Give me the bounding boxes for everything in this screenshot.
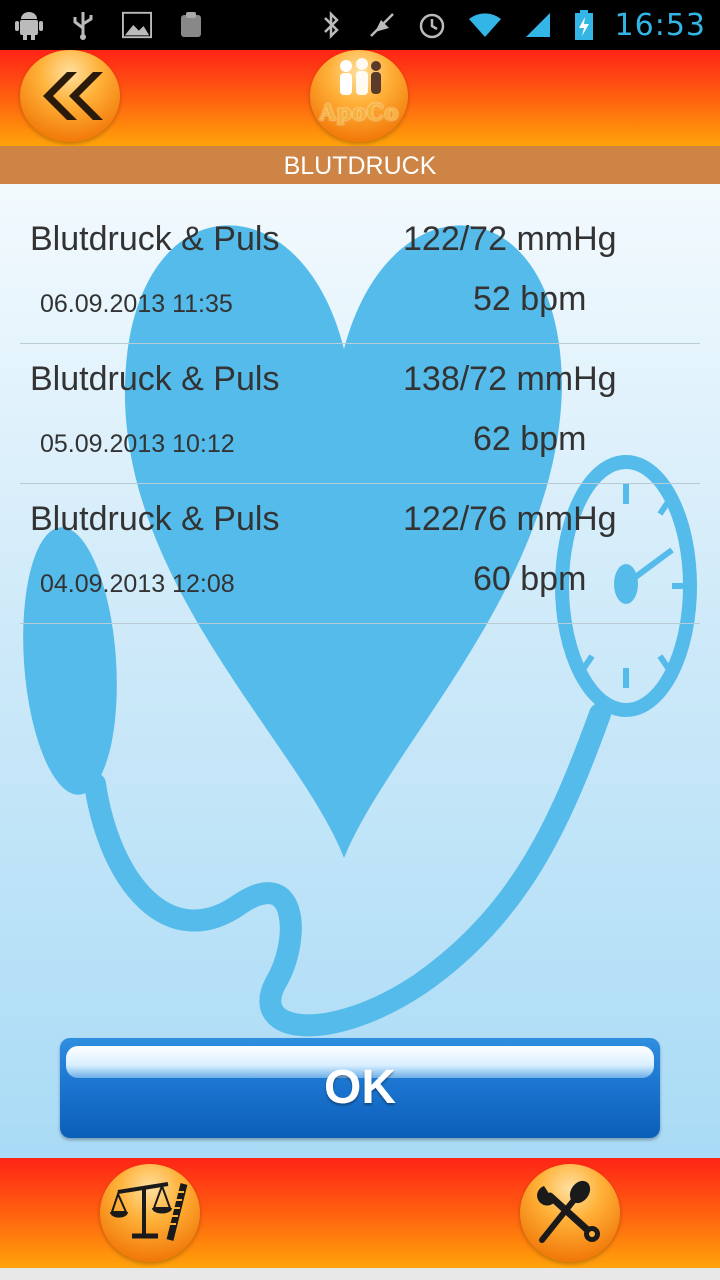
gauge-icon — [555, 455, 697, 717]
measurement-title: Blutdruck & Puls — [30, 220, 280, 258]
list-item[interactable]: Blutdruck & Puls 05.09.2013 10:12 138/72… — [20, 344, 700, 484]
status-time: 16:53 — [614, 7, 706, 43]
measurement-list: Blutdruck & Puls 06.09.2013 11:35 122/72… — [20, 204, 700, 624]
people-logo-icon — [340, 58, 381, 95]
bluetooth-icon — [317, 10, 347, 40]
usb-icon — [68, 10, 98, 40]
image-icon — [122, 10, 152, 40]
pump-bulb-icon — [23, 527, 117, 795]
back-button[interactable] — [20, 50, 120, 142]
measurement-bp: 122/76 mmHg — [403, 500, 617, 538]
measurement-date: 04.09.2013 12:08 — [40, 570, 235, 598]
battery-charging-icon — [573, 10, 595, 40]
alarm-icon — [417, 10, 447, 40]
status-bar: 16:53 — [0, 0, 720, 50]
ok-button-label: OK — [324, 1061, 396, 1114]
measurement-bp: 122/72 mmHg — [403, 220, 617, 258]
double-chevron-left-icon — [43, 72, 103, 120]
logo-text: ApoCo — [319, 100, 399, 126]
measurement-pulse: 60 bpm — [473, 560, 587, 598]
heart-icon — [124, 225, 563, 859]
measurement-pulse: 52 bpm — [473, 280, 587, 318]
clipboard-icon — [176, 10, 206, 40]
ok-button-gloss — [66, 1046, 654, 1078]
scale-icon — [110, 1182, 188, 1241]
mute-icon — [367, 10, 397, 40]
tools-icon — [537, 1180, 600, 1243]
measurement-title: Blutdruck & Puls — [30, 360, 280, 398]
measurement-date: 05.09.2013 10:12 — [40, 430, 235, 458]
android-debug-icon — [14, 10, 44, 40]
measurement-title: Blutdruck & Puls — [30, 500, 280, 538]
list-item[interactable]: Blutdruck & Puls 06.09.2013 11:35 122/72… — [20, 204, 700, 344]
ok-button[interactable]: OK — [60, 1038, 660, 1138]
page-title: BLUTDRUCK — [0, 146, 720, 184]
app-header: ApoCo — [0, 50, 720, 146]
wifi-icon — [467, 10, 503, 40]
measurement-date: 06.09.2013 11:35 — [40, 290, 233, 318]
main-content: Blutdruck & Puls 06.09.2013 11:35 122/72… — [0, 184, 720, 1158]
app-logo: ApoCo — [310, 50, 408, 142]
measurement-bp: 138/72 mmHg — [403, 360, 617, 398]
blood-pressure-background-art — [23, 225, 697, 1037]
measurement-pulse: 62 bpm — [473, 420, 587, 458]
list-item[interactable]: Blutdruck & Puls 04.09.2013 12:08 122/76… — [20, 484, 700, 624]
scale-button[interactable] — [100, 1164, 200, 1262]
bottom-strip — [0, 1268, 720, 1280]
signal-icon — [523, 10, 553, 40]
tools-button[interactable] — [520, 1164, 620, 1262]
app-footer — [0, 1158, 720, 1268]
